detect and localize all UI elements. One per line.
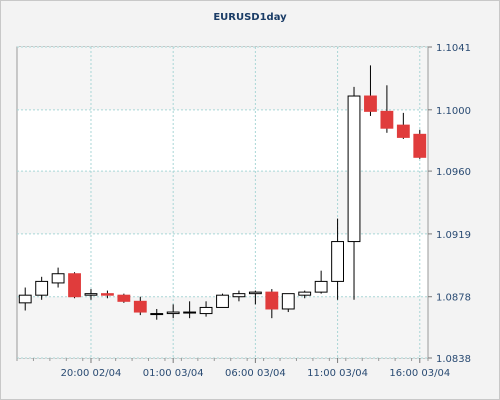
candle <box>117 293 131 303</box>
grid-band <box>17 171 428 234</box>
x-tick-label: 20:00 02/04 <box>61 368 122 379</box>
candle <box>248 290 262 305</box>
candle <box>150 308 164 320</box>
y-tick-label: 1.1000 <box>436 106 471 117</box>
candle <box>413 129 427 159</box>
candle-body-up <box>347 95 361 243</box>
candle-body-down <box>101 293 114 296</box>
chart-title: EURUSD1day <box>213 12 287 23</box>
x-tick-label: 16:00 03/04 <box>389 368 450 379</box>
y-tick-label: 1.0960 <box>436 167 471 178</box>
candle-body-up <box>18 294 32 304</box>
candle-body-down <box>117 294 131 302</box>
candle <box>51 267 65 288</box>
candle-body-down <box>68 273 81 298</box>
candle <box>396 112 410 139</box>
candle <box>347 86 361 300</box>
candle-body-down <box>364 95 377 112</box>
candle-body-up <box>199 306 213 315</box>
candle <box>133 296 147 316</box>
candles <box>18 65 427 320</box>
candle <box>298 290 312 299</box>
candle-body-up <box>314 280 328 293</box>
candle-body-up <box>232 293 246 298</box>
y-tick-label: 1.1041 <box>436 43 471 54</box>
candle-body-down <box>380 110 394 129</box>
candle <box>364 65 377 116</box>
candle <box>183 301 197 319</box>
candle-body-up <box>84 293 98 296</box>
candle-body-down <box>265 291 279 310</box>
candle <box>166 304 180 319</box>
candle-body-down <box>413 133 427 158</box>
candle-body-down <box>396 124 410 138</box>
y-tick-label: 1.0919 <box>436 230 471 241</box>
candle <box>216 293 229 308</box>
candle-body-up <box>331 241 344 282</box>
x-tick-label: 01:00 03/04 <box>143 368 204 379</box>
candle <box>68 272 81 299</box>
candle <box>281 293 295 313</box>
candle <box>18 287 32 311</box>
candle <box>314 270 328 294</box>
candle <box>84 289 98 300</box>
candle-body-up <box>150 313 164 316</box>
y-tick-label: 1.0838 <box>436 354 471 365</box>
candle-body-up <box>216 294 229 308</box>
candle-body-up <box>35 280 49 296</box>
candle-body-down <box>133 300 147 313</box>
x-tick-label: 11:00 03/04 <box>307 368 368 379</box>
candle-body-up <box>51 273 65 284</box>
candle <box>35 276 49 300</box>
candle <box>199 301 213 317</box>
candle-body-up <box>281 293 295 310</box>
candle-body-up <box>183 311 197 314</box>
candle <box>380 85 394 133</box>
y-tick-label: 1.0878 <box>436 293 471 304</box>
candle <box>331 218 344 300</box>
candle-body-up <box>298 291 312 296</box>
candle <box>265 289 279 319</box>
alternate-bands <box>17 47 428 358</box>
candle-body-up <box>166 311 180 315</box>
x-tick-label: 06:00 03/04 <box>225 368 286 379</box>
candle-body-up <box>248 291 262 295</box>
candle <box>232 290 246 302</box>
axes: 1.0838 1.0878 1.0919 1.0960 1.1000 1.1041 20:0… <box>16 43 471 379</box>
candle <box>101 290 114 299</box>
